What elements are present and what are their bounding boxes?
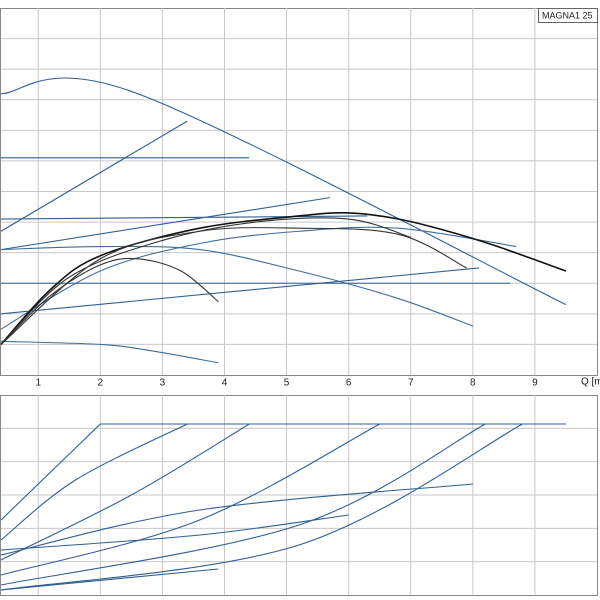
curve [0,423,250,561]
title-box [538,8,598,23]
x-tick-label: 1 [35,378,41,389]
curve [0,423,101,521]
curve [0,215,368,220]
curve [0,423,486,586]
curve [0,227,467,345]
curve [0,226,517,330]
curve [0,77,567,306]
curve [0,423,523,591]
curve [0,568,219,591]
curve [0,483,473,556]
x-tick-label: 3 [160,378,166,389]
chart-title: MAGNA1 25 [542,10,593,20]
curve [0,217,411,345]
curve [0,514,349,551]
curve [0,245,474,327]
curve [0,257,219,345]
x-tick-label: 4 [222,378,228,389]
x-tick-label: 9 [532,378,538,389]
x-tick-label: 6 [346,378,352,389]
curve [0,423,380,576]
curve [0,197,331,251]
curve [0,211,567,345]
curve [0,423,188,541]
x-tick-label: 5 [284,378,290,389]
curve [0,267,480,315]
x-axis-label: Q [m [581,377,600,388]
curve [0,340,219,364]
x-tick-label: 2 [98,378,104,389]
x-tick-label: 8 [470,378,476,389]
curve [0,120,188,232]
x-tick-label: 7 [408,378,414,389]
